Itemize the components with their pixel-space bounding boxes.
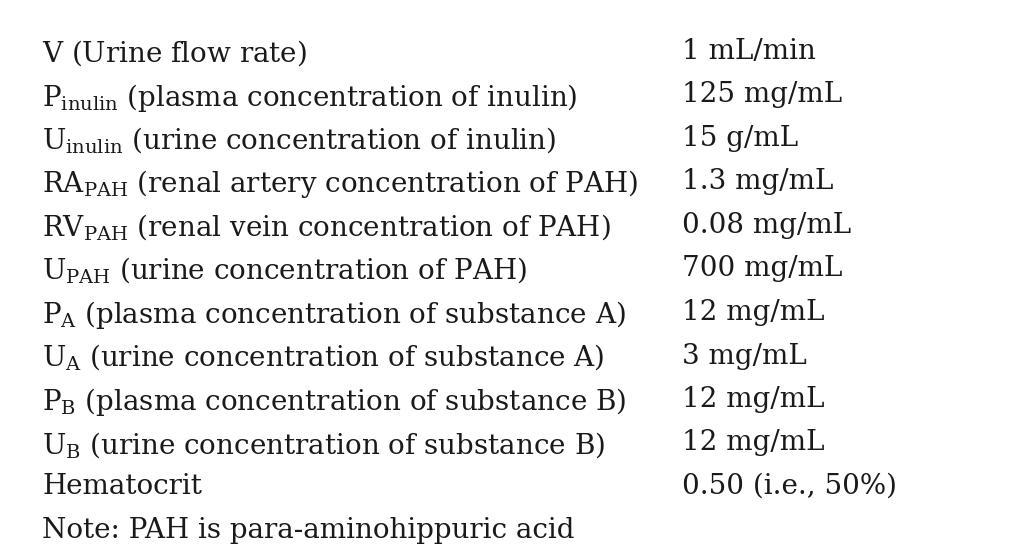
Text: $\mathregular{U_{A}}$ (urine concentration of substance A): $\mathregular{U_{A}}$ (urine concentrati…	[42, 343, 604, 373]
Text: 1.3 mg/mL: 1.3 mg/mL	[682, 169, 834, 196]
Text: 12 mg/mL: 12 mg/mL	[682, 299, 824, 326]
Text: 12 mg/mL: 12 mg/mL	[682, 429, 824, 457]
Text: 0.50 (i.e., 50%): 0.50 (i.e., 50%)	[682, 473, 897, 500]
Text: 12 mg/mL: 12 mg/mL	[682, 386, 824, 413]
Text: Note: PAH is para-aminohippuric acid: Note: PAH is para-aminohippuric acid	[42, 516, 574, 544]
Text: 15 g/mL: 15 g/mL	[682, 125, 798, 152]
Text: 3 mg/mL: 3 mg/mL	[682, 343, 807, 369]
Text: 1 mL/min: 1 mL/min	[682, 38, 816, 65]
Text: 125 mg/mL: 125 mg/mL	[682, 81, 842, 109]
Text: $\mathregular{V}$ (Urine flow rate): $\mathregular{V}$ (Urine flow rate)	[42, 38, 307, 68]
Text: $\mathregular{RV_{PAH}}$ (renal vein concentration of PAH): $\mathregular{RV_{PAH}}$ (renal vein con…	[42, 212, 610, 242]
Text: $\mathregular{RA_{PAH}}$ (renal artery concentration of PAH): $\mathregular{RA_{PAH}}$ (renal artery c…	[42, 169, 638, 201]
Text: $\mathregular{P_{B}}$ (plasma concentration of substance B): $\mathregular{P_{B}}$ (plasma concentrat…	[42, 386, 627, 418]
Text: $\mathregular{P_{inulin}}$ (plasma concentration of inulin): $\mathregular{P_{inulin}}$ (plasma conce…	[42, 81, 578, 114]
Text: 0.08 mg/mL: 0.08 mg/mL	[682, 212, 851, 239]
Text: $\mathregular{P_{A}}$ (plasma concentration of substance A): $\mathregular{P_{A}}$ (plasma concentrat…	[42, 299, 626, 331]
Text: $\mathregular{U_{PAH}}$ (urine concentration of PAH): $\mathregular{U_{PAH}}$ (urine concentra…	[42, 256, 527, 286]
Text: 700 mg/mL: 700 mg/mL	[682, 256, 843, 282]
Text: $\mathregular{U_{B}}$ (urine concentration of substance B): $\mathregular{U_{B}}$ (urine concentrati…	[42, 429, 605, 460]
Text: $\mathregular{U_{inulin}}$ (urine concentration of inulin): $\mathregular{U_{inulin}}$ (urine concen…	[42, 125, 556, 155]
Text: Hematocrit: Hematocrit	[42, 473, 202, 500]
